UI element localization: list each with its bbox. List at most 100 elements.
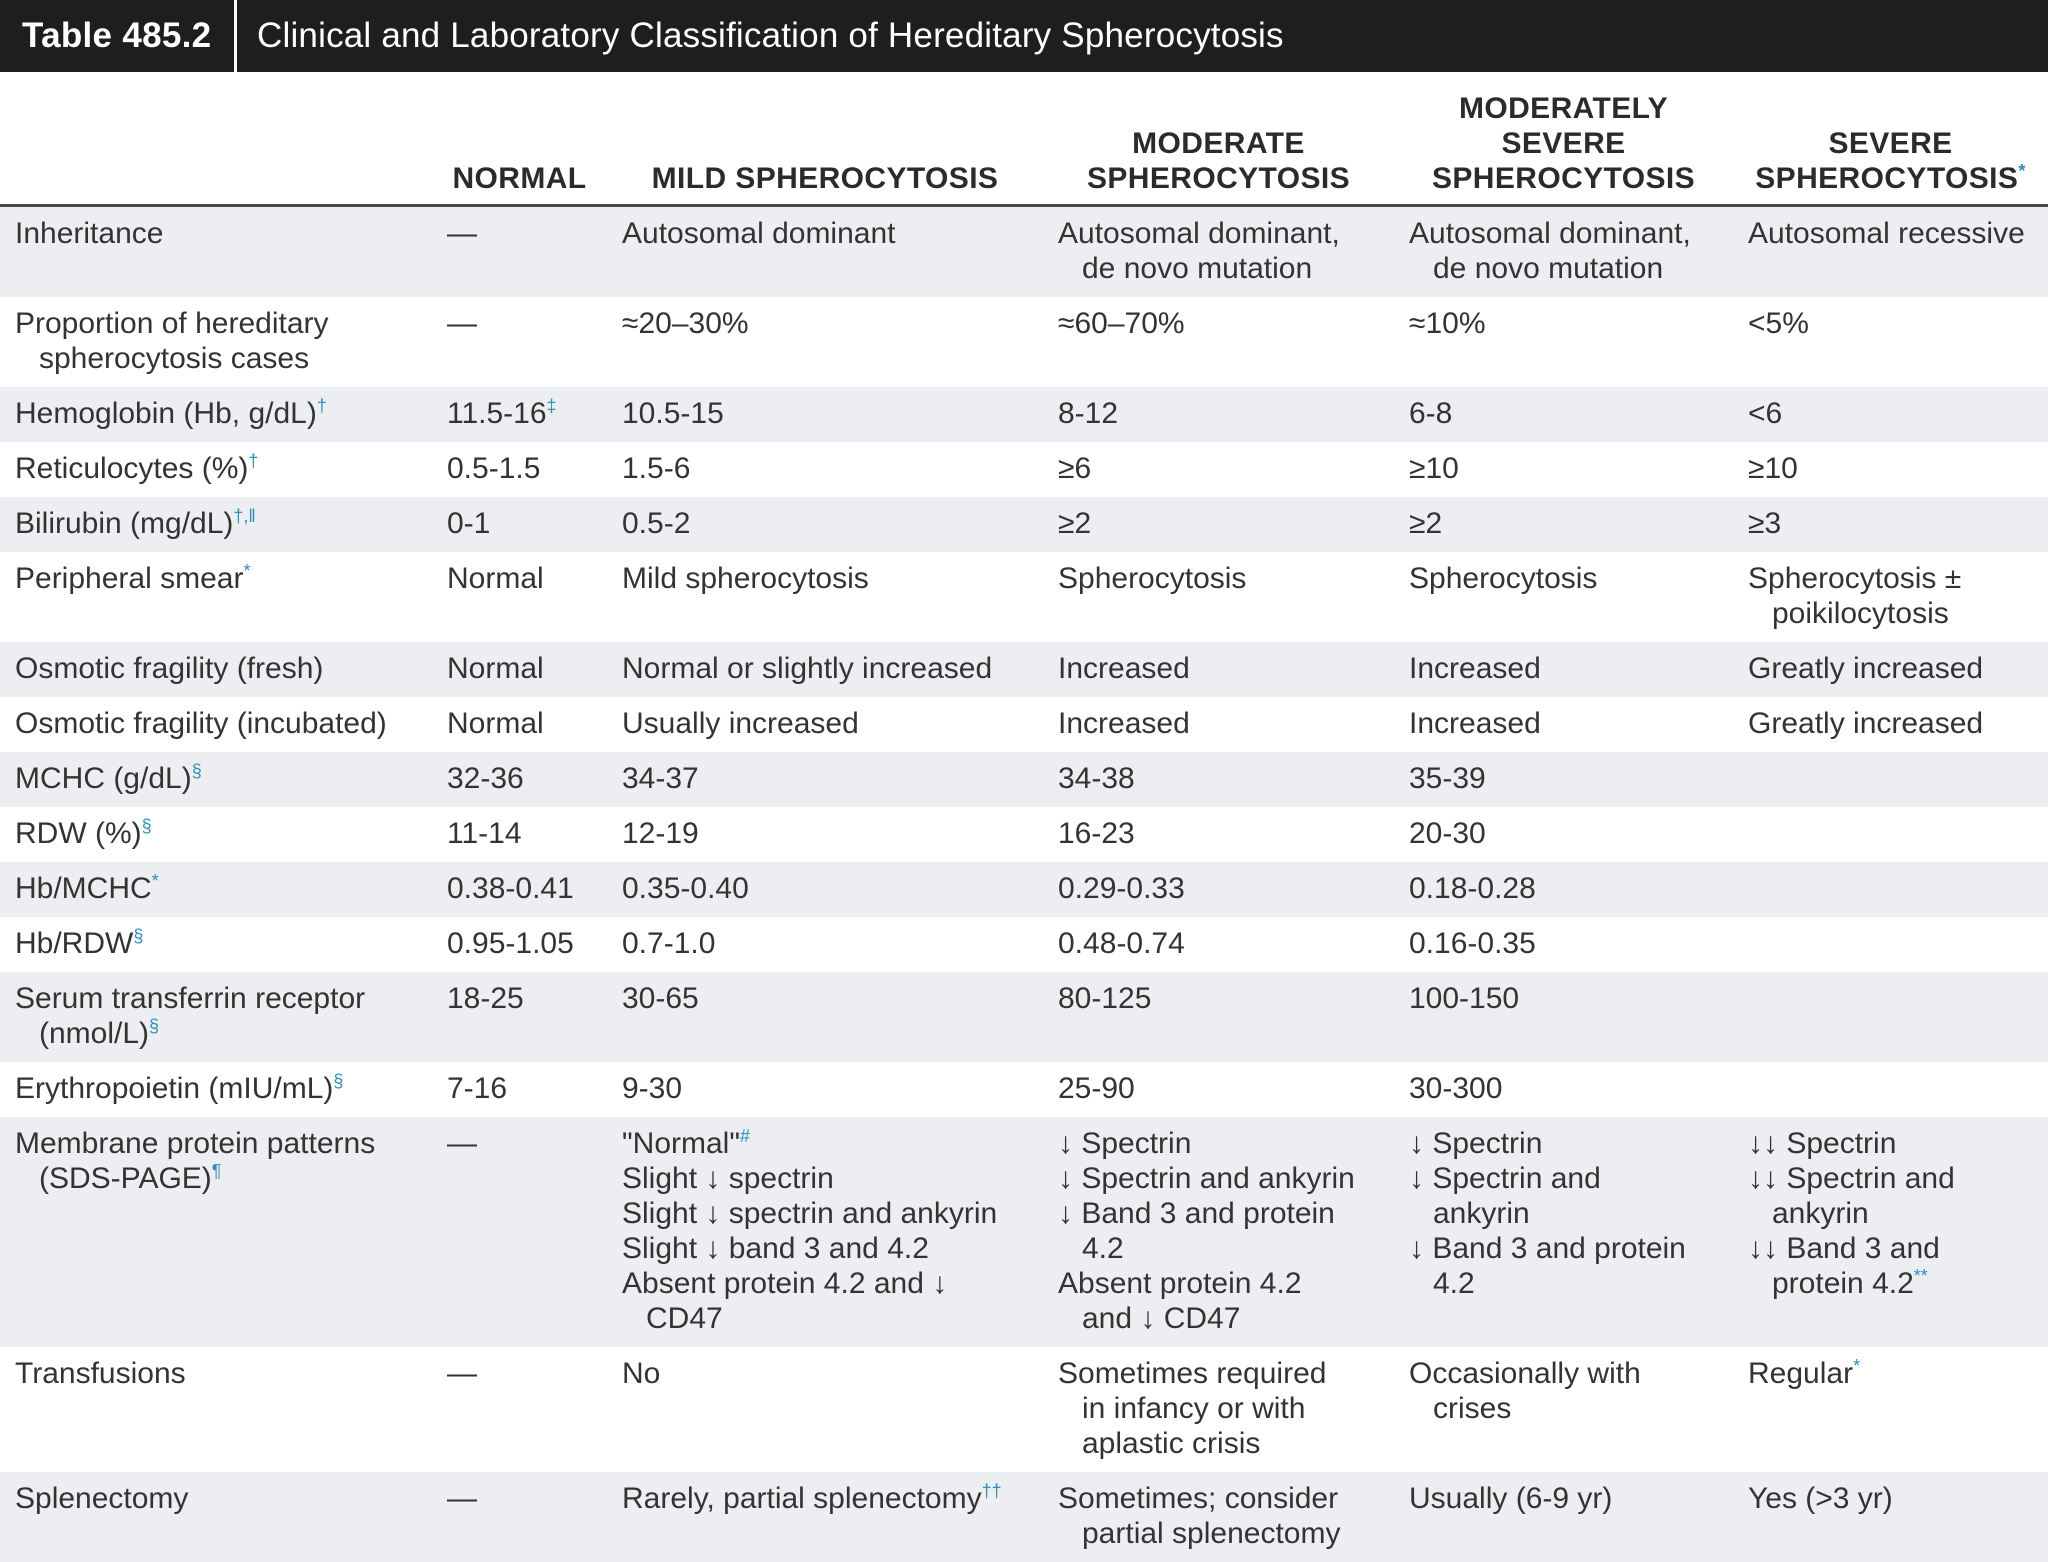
cell-text: Hemoglobin (Hb, g/dL) <box>15 397 317 430</box>
cell-text-line: 0.5-1.5 <box>447 451 595 486</box>
column-header-line-wrap: SPHEROCYTOSIS* <box>1737 161 2044 196</box>
cell-text-line: de novo mutation <box>1409 251 1721 286</box>
cell-text: Proportion of hereditary <box>15 307 329 340</box>
table-cell-mild: 1.5-6 <box>607 442 1043 497</box>
cell-text-line: Absent protein 4.2 <box>1058 1266 1382 1301</box>
cell-text: ≥2 <box>1409 507 1442 540</box>
table-cell-normal: — <box>432 1347 607 1472</box>
table-cell-moderately-severe: Increased <box>1394 642 1733 697</box>
cell-text: 30-65 <box>622 982 699 1015</box>
cell-text-line: 9-30 <box>622 1071 1031 1106</box>
cell-text-line: Autosomal recessive <box>1748 216 2036 251</box>
footnote-marker: # <box>740 1126 750 1146</box>
cell-text-line: ↓↓ Spectrin <box>1748 1126 2036 1161</box>
cell-text-line: MCHC (g/dL)§ <box>15 761 420 796</box>
cell-text: Sometimes; consider <box>1058 1482 1338 1515</box>
cell-text: Serum transferrin receptor <box>15 982 365 1015</box>
cell-text-line: <6 <box>1748 396 2036 431</box>
table-cell-severe <box>1733 972 2048 1062</box>
cell-text: Normal or slightly increased <box>622 652 992 685</box>
cell-text-line: 32-36 <box>447 761 595 796</box>
row-label-cell: Reticulocytes (%)† <box>0 442 432 497</box>
cell-text: ≈10% <box>1409 307 1486 340</box>
cell-text-line: 30-300 <box>1409 1071 1721 1106</box>
cell-text-line: 0.16-0.35 <box>1409 926 1721 961</box>
column-header-mild: MILD SPHEROCYTOSIS <box>607 80 1043 206</box>
cell-text-line: 8-12 <box>1058 396 1382 431</box>
cell-text: ↓ Spectrin and <box>1409 1162 1601 1195</box>
table-cell-severe: ≥3 <box>1733 497 2048 552</box>
cell-text: Autosomal dominant <box>622 217 896 250</box>
row-label-cell: Serum transferrin receptor(nmol/L)§ <box>0 972 432 1062</box>
column-header-line: MODERATE <box>1047 126 1390 161</box>
table-cell-mild: ≈20–30% <box>607 297 1043 387</box>
cell-text-line: Hemoglobin (Hb, g/dL)† <box>15 396 420 431</box>
cell-text-line: Greatly increased <box>1748 706 2036 741</box>
cell-text: No <box>622 1357 660 1390</box>
cell-text-line: Normal <box>447 651 595 686</box>
table-cell-normal: — <box>432 206 607 298</box>
cell-text: Increased <box>1058 652 1190 685</box>
cell-text: 12-19 <box>622 817 699 850</box>
cell-text: (SDS-PAGE) <box>39 1162 212 1195</box>
cell-text-line: "Normal"# <box>622 1126 1031 1161</box>
cell-text-line: Slight ↓ band 3 and 4.2 <box>622 1231 1031 1266</box>
cell-text-line: CD47 <box>622 1301 1031 1336</box>
cell-text: de novo mutation <box>1433 252 1663 285</box>
table-cell-mild: 12-19 <box>607 807 1043 862</box>
table-cell-moderate: ↓ Spectrin↓ Spectrin and ankyrin↓ Band 3… <box>1043 1117 1394 1347</box>
column-header-line: MILD SPHEROCYTOSIS <box>611 161 1039 196</box>
row-label-cell: Inheritance <box>0 206 432 298</box>
cell-text: Autosomal dominant, <box>1058 217 1340 250</box>
cell-text-line: ↓ Band 3 and protein <box>1058 1196 1382 1231</box>
table-cell-mild: 0.35-0.40 <box>607 862 1043 917</box>
cell-text: 11-14 <box>447 817 522 850</box>
row-label-cell: Erythropoietin (mIU/mL)§ <box>0 1062 432 1117</box>
table-cell-severe <box>1733 807 2048 862</box>
cell-text: Mild spherocytosis <box>622 562 869 595</box>
table-cell-mild: Autosomal dominant <box>607 206 1043 298</box>
table-cell-moderately-severe: 30-300 <box>1394 1062 1733 1117</box>
cell-text: poikilocytosis <box>1772 597 1949 630</box>
cell-text-line: ↓↓ Spectrin and <box>1748 1161 2036 1196</box>
cell-text: Normal <box>447 707 544 740</box>
table-cell-mild: 0.7-1.0 <box>607 917 1043 972</box>
cell-text-line: ankyrin <box>1748 1196 2036 1231</box>
table-cell-moderate: ≥6 <box>1043 442 1394 497</box>
table-cell-normal: — <box>432 1472 607 1562</box>
cell-text-line: 0.95-1.05 <box>447 926 595 961</box>
row-label-cell: Hemoglobin (Hb, g/dL)† <box>0 387 432 442</box>
cell-text: Spherocytosis ± <box>1748 562 1961 595</box>
footnote-marker: * <box>243 561 250 581</box>
cell-text: — <box>447 1357 477 1390</box>
table-cell-severe <box>1733 1062 2048 1117</box>
cell-text-line: 0.7-1.0 <box>622 926 1031 961</box>
cell-text: 100-150 <box>1409 982 1519 1015</box>
cell-text: 7-16 <box>447 1072 507 1105</box>
cell-text-line: ≥6 <box>1058 451 1382 486</box>
table-cell-moderate: 25-90 <box>1043 1062 1394 1117</box>
table-cell-severe <box>1733 862 2048 917</box>
row-label-cell: MCHC (g/dL)§ <box>0 752 432 807</box>
cell-text-line: ↓ Spectrin <box>1058 1126 1382 1161</box>
cell-text: ↓↓ Band 3 and <box>1748 1232 1940 1265</box>
table-row: Inheritance— Autosomal dominant Autosomal … <box>0 206 2048 298</box>
cell-text-line: 0.18-0.28 <box>1409 871 1721 906</box>
cell-text-line: — <box>447 1126 595 1161</box>
table-cell-moderate: 34-38 <box>1043 752 1394 807</box>
cell-text: partial splenectomy <box>1082 1517 1340 1550</box>
cell-text: 0.35-0.40 <box>622 872 749 905</box>
footnote-marker: * <box>152 871 159 891</box>
cell-text: ankyrin <box>1433 1197 1530 1230</box>
table-cell-normal: 0.5-1.5 <box>432 442 607 497</box>
table-cell-normal: — <box>432 1117 607 1347</box>
cell-text: Increased <box>1409 652 1541 685</box>
cell-text: spherocytosis cases <box>39 342 309 375</box>
cell-text-line: crises <box>1409 1391 1721 1426</box>
cell-text: ≈60–70% <box>1058 307 1185 340</box>
cell-text-line: Erythropoietin (mIU/mL)§ <box>15 1071 420 1106</box>
